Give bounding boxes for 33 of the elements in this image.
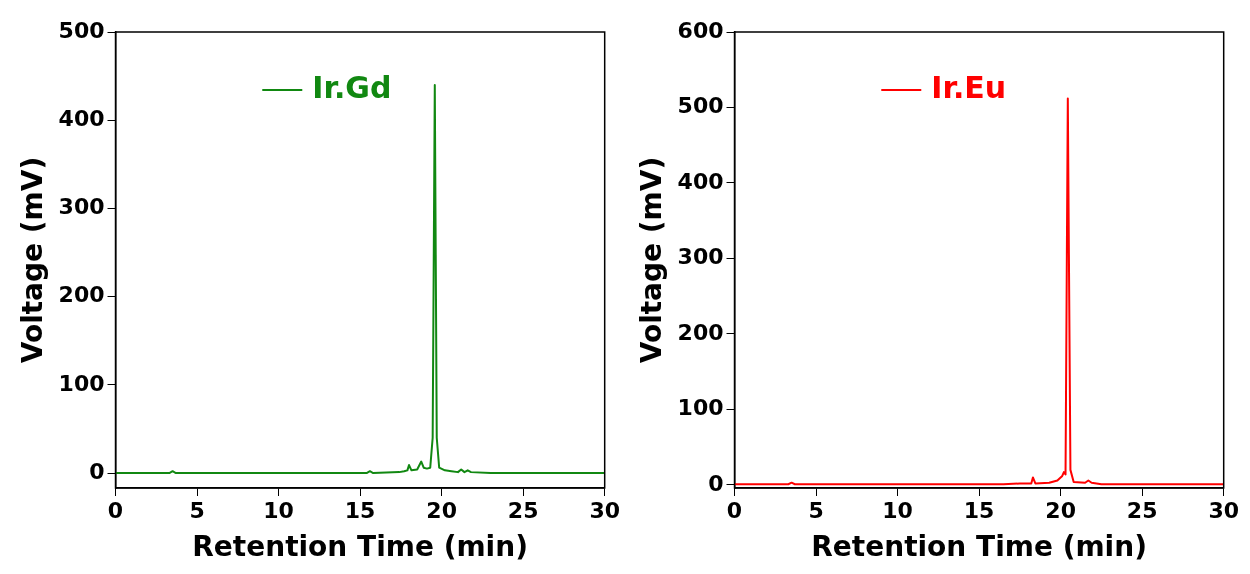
- y-axis-title: Voltage (mV): [635, 156, 669, 364]
- y-tick-label: 300: [677, 244, 724, 270]
- y-tick-label: 500: [677, 93, 724, 119]
- y-tick-label: 0: [708, 470, 724, 496]
- y-tick-label: 200: [677, 319, 724, 345]
- x-tick-label: 10: [263, 497, 294, 523]
- x-tick-label: 5: [808, 497, 824, 523]
- x-tick-label: 15: [963, 497, 995, 523]
- x-axis-title: Retention Time (min): [192, 530, 528, 564]
- y-tick-label: 0: [89, 458, 105, 484]
- legend-label: Ir.Gd: [312, 69, 392, 105]
- x-tick-label: 10: [882, 497, 913, 523]
- x-tick-label: 15: [344, 497, 376, 523]
- x-tick-label: 30: [589, 497, 620, 523]
- x-tick-label: 20: [1045, 497, 1076, 523]
- legend-label: Ir.Eu: [931, 69, 1007, 105]
- y-tick-label: 400: [58, 105, 105, 131]
- y-tick-label: 500: [58, 17, 105, 43]
- x-tick-label: 5: [189, 497, 205, 523]
- y-tick-label: 600: [677, 17, 724, 43]
- x-tick-label: 20: [426, 497, 457, 523]
- y-tick-label: 100: [677, 395, 724, 421]
- x-tick-label: 0: [726, 497, 743, 523]
- y-tick-label: 200: [58, 282, 105, 308]
- y-tick-label: 100: [58, 370, 105, 396]
- y-axis-title: Voltage (mV): [16, 156, 50, 364]
- x-axis-title: Retention Time (min): [811, 530, 1147, 564]
- x-tick-label: 25: [507, 497, 539, 523]
- x-tick-label: 30: [1208, 497, 1239, 523]
- x-tick-label: 0: [107, 497, 124, 523]
- x-tick-label: 25: [1126, 497, 1158, 523]
- y-tick-label: 300: [58, 194, 105, 220]
- y-tick-label: 400: [677, 168, 724, 194]
